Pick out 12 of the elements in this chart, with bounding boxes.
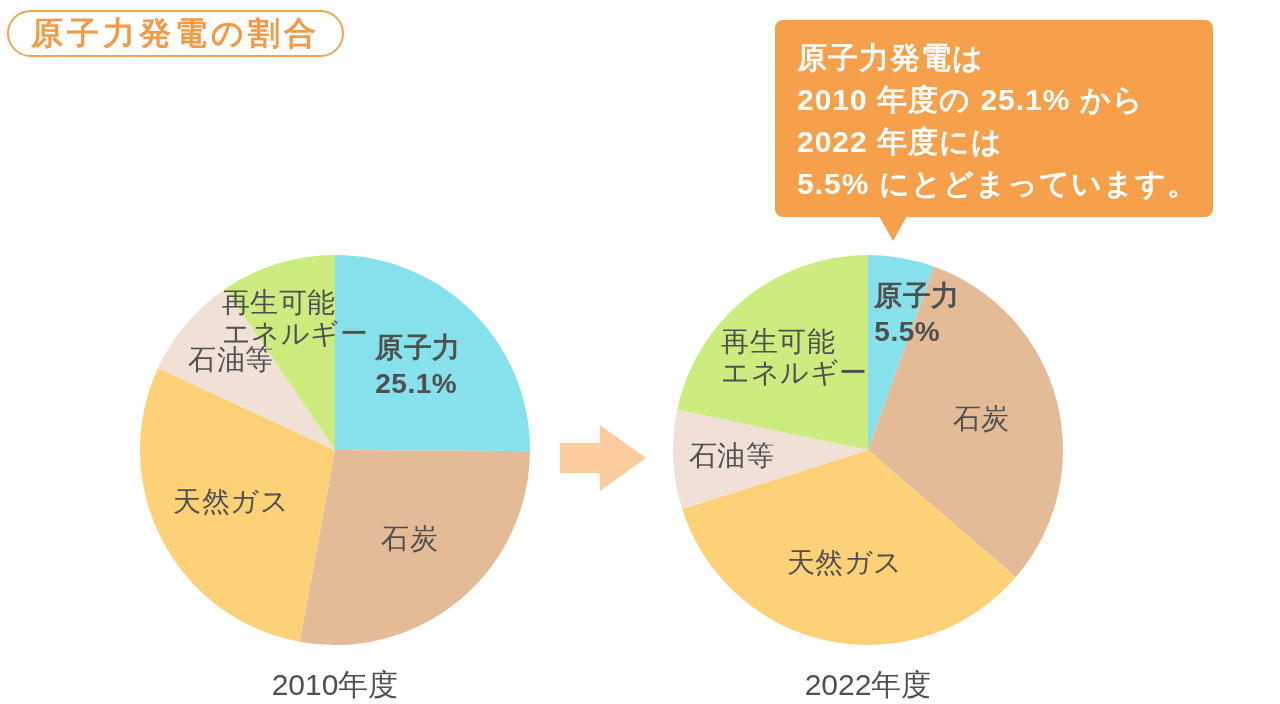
slice-label: 天然ガス bbox=[173, 486, 290, 518]
chart-title: 原子力発電の割合 bbox=[31, 15, 320, 51]
text: 2022年度 bbox=[803, 667, 933, 703]
slice-label: 再生可能エネルギー bbox=[721, 326, 868, 389]
text: 2010年度 bbox=[270, 667, 400, 703]
slice-label: 原子力 bbox=[374, 332, 461, 364]
rounded-frame: 原子力発電の割合 bbox=[7, 10, 344, 57]
slice-label: 石炭 bbox=[952, 402, 1010, 434]
data-label: 25.1% bbox=[375, 368, 458, 400]
slice-label: 石炭 bbox=[381, 522, 439, 554]
slice-label: 天然ガス bbox=[786, 547, 903, 579]
slice-label: 石油等 bbox=[688, 439, 775, 471]
